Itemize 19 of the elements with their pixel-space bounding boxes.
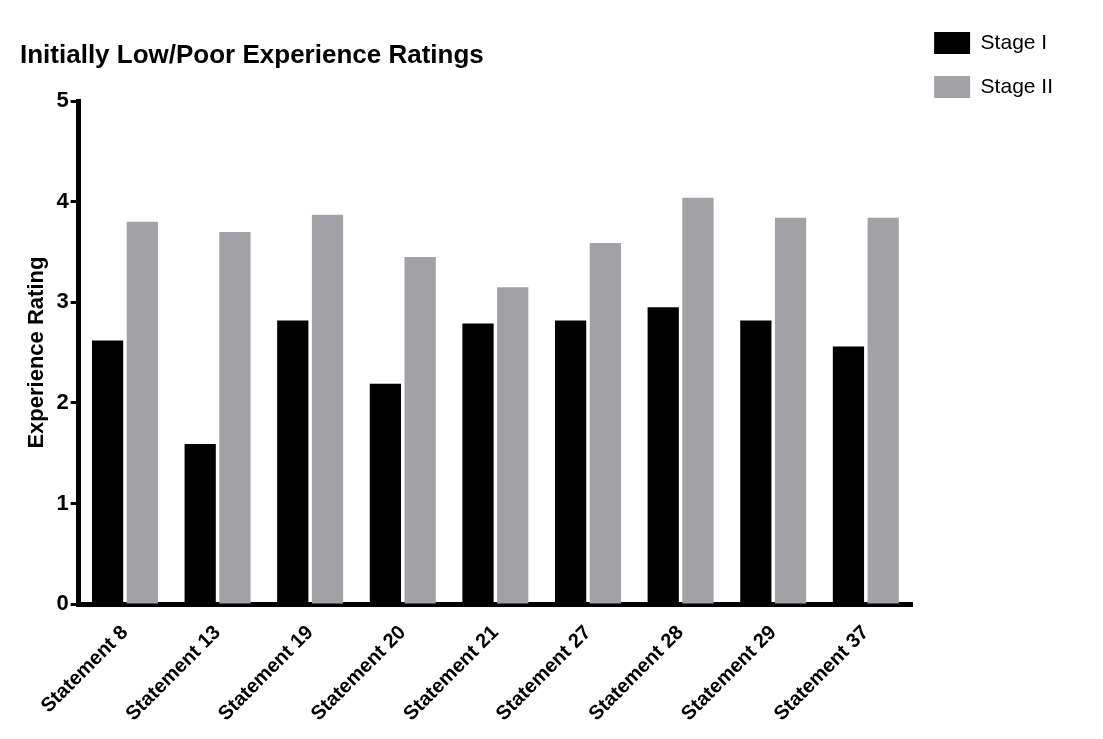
bar xyxy=(404,257,436,604)
bar xyxy=(774,217,807,604)
y-axis-title: Experience Rating xyxy=(23,256,49,449)
bar xyxy=(589,242,621,604)
bar xyxy=(219,231,251,604)
bar xyxy=(867,217,899,604)
y-tick-label: 2 xyxy=(56,388,69,414)
legend-label: Stage II xyxy=(980,73,1054,97)
bar xyxy=(311,214,344,604)
legend-label: Stage I xyxy=(980,29,1048,53)
chart-title: Initially Low/Poor Experience Ratings xyxy=(20,38,484,69)
y-tick-label: 1 xyxy=(56,489,69,515)
bar xyxy=(497,287,529,604)
bar xyxy=(682,197,714,604)
y-tick-label: 4 xyxy=(56,187,70,213)
y-tick-label: 5 xyxy=(56,87,69,113)
y-tick-label: 3 xyxy=(56,288,69,314)
bar xyxy=(126,221,158,604)
y-tick-label: 0 xyxy=(56,590,69,616)
